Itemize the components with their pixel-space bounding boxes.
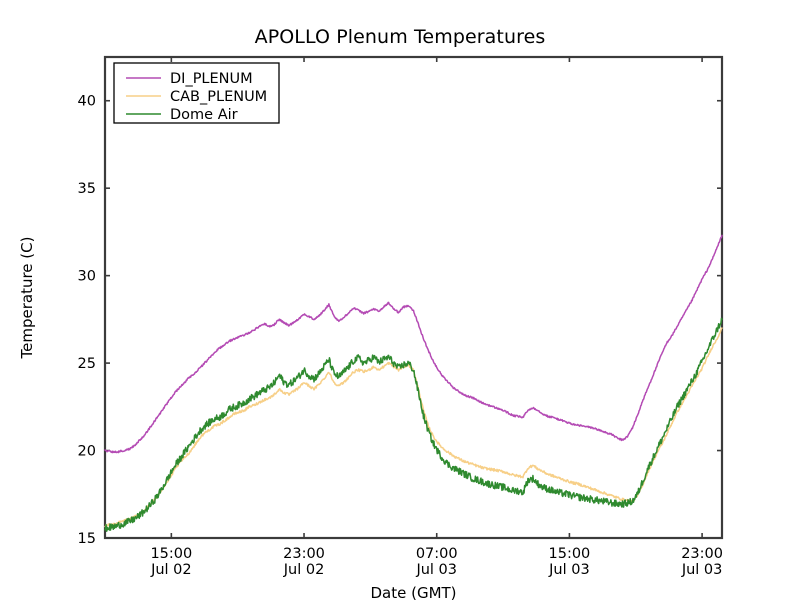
y-tick-label: 40 — [78, 94, 96, 110]
legend-label: DI_PLENUM — [170, 71, 253, 87]
x-tick-time: 23:00 — [681, 546, 723, 562]
x-tick-date: Jul 02 — [150, 562, 192, 578]
y-tick-label: 25 — [78, 356, 96, 372]
x-tick-time: 15:00 — [549, 546, 591, 562]
y-tick-label: 30 — [78, 269, 96, 285]
x-tick-date: Jul 03 — [548, 562, 590, 578]
y-axis-label: Temperature (C) — [18, 237, 36, 360]
x-tick-date: Jul 03 — [415, 562, 457, 578]
chart-title: APOLLO Plenum Temperatures — [254, 26, 546, 48]
x-tick-time: 07:00 — [416, 546, 458, 562]
y-tick-label: 15 — [78, 531, 96, 547]
series-line-dome-air — [104, 317, 723, 532]
x-axis-label: Date (GMT) — [370, 584, 456, 600]
y-tick-label: 20 — [78, 444, 96, 460]
legend-label: Dome Air — [170, 107, 238, 123]
legend-box — [113, 62, 280, 124]
x-tick-time: 15:00 — [150, 546, 192, 562]
series-line-di-plenum — [104, 234, 723, 454]
x-tick-time: 23:00 — [283, 546, 325, 562]
series-group — [104, 234, 723, 532]
legend-label: CAB_PLENUM — [170, 89, 267, 105]
x-tick-date: Jul 02 — [283, 562, 325, 578]
x-tick-date: Jul 03 — [681, 562, 723, 578]
y-tick-label: 35 — [78, 181, 96, 197]
chart-legend: DI_PLENUM CAB_PLENUM Dome Air — [113, 62, 280, 124]
